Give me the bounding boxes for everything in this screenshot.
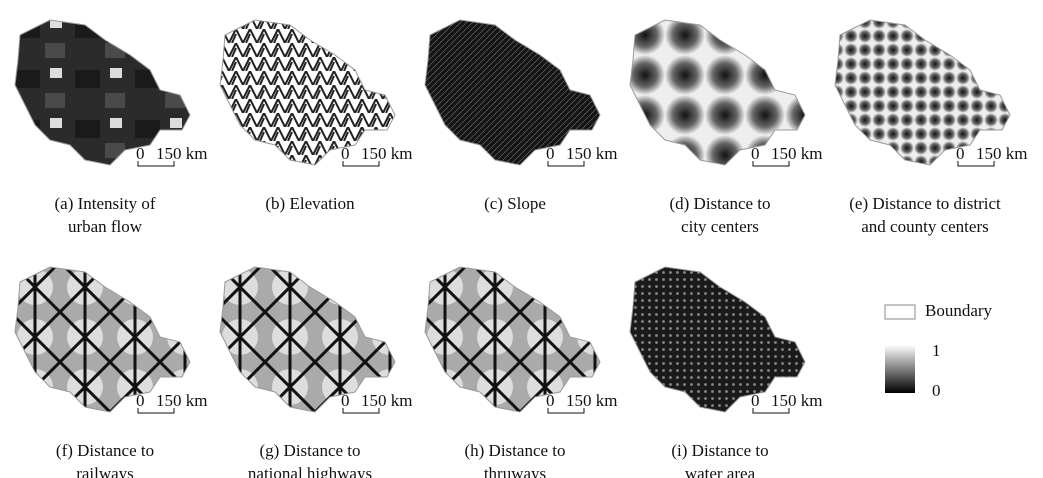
- legend-min: 0: [932, 381, 941, 400]
- caption: railways: [76, 464, 134, 478]
- figure: Boundary 1 0 0 150 km (a) Intensity of urba…: [0, 0, 1043, 478]
- legend-max: 1: [932, 341, 941, 360]
- scale-start: 0: [546, 391, 555, 410]
- caption: (b) Elevation: [265, 194, 355, 213]
- caption: national highways: [248, 464, 372, 478]
- caption: (a) Intensity of: [54, 194, 155, 213]
- scale-end: 150 km: [156, 144, 207, 163]
- scale-start: 0: [341, 144, 350, 163]
- scale-start: 0: [136, 144, 145, 163]
- caption: (d) Distance to: [669, 194, 770, 213]
- caption: (c) Slope: [484, 194, 546, 213]
- caption: (i) Distance to: [671, 441, 768, 460]
- scale-end: 150 km: [566, 391, 617, 410]
- caption: water area: [685, 464, 756, 478]
- scale-start: 0: [546, 144, 555, 163]
- caption: (h) Distance to: [464, 441, 565, 460]
- legend-boundary-label: Boundary: [925, 301, 993, 320]
- legend-boundary-swatch: [885, 305, 915, 319]
- caption: thruways: [484, 464, 546, 478]
- scale-end: 150 km: [771, 144, 822, 163]
- caption: (e) Distance to district: [849, 194, 1001, 213]
- scale-end: 150 km: [156, 391, 207, 410]
- caption: urban flow: [68, 217, 143, 236]
- caption: (f) Distance to: [56, 441, 154, 460]
- scale-end: 150 km: [771, 391, 822, 410]
- scale-end: 150 km: [566, 144, 617, 163]
- scale-start: 0: [341, 391, 350, 410]
- scale-start: 0: [956, 144, 965, 163]
- caption: city centers: [681, 217, 759, 236]
- scale-end: 150 km: [361, 144, 412, 163]
- caption: and county centers: [861, 217, 988, 236]
- legend-gradient: [885, 345, 915, 393]
- scale-end: 150 km: [361, 391, 412, 410]
- scale-start: 0: [751, 144, 760, 163]
- scale-start: 0: [751, 391, 760, 410]
- caption: (g) Distance to: [259, 441, 360, 460]
- scale-start: 0: [136, 391, 145, 410]
- scale-end: 150 km: [976, 144, 1027, 163]
